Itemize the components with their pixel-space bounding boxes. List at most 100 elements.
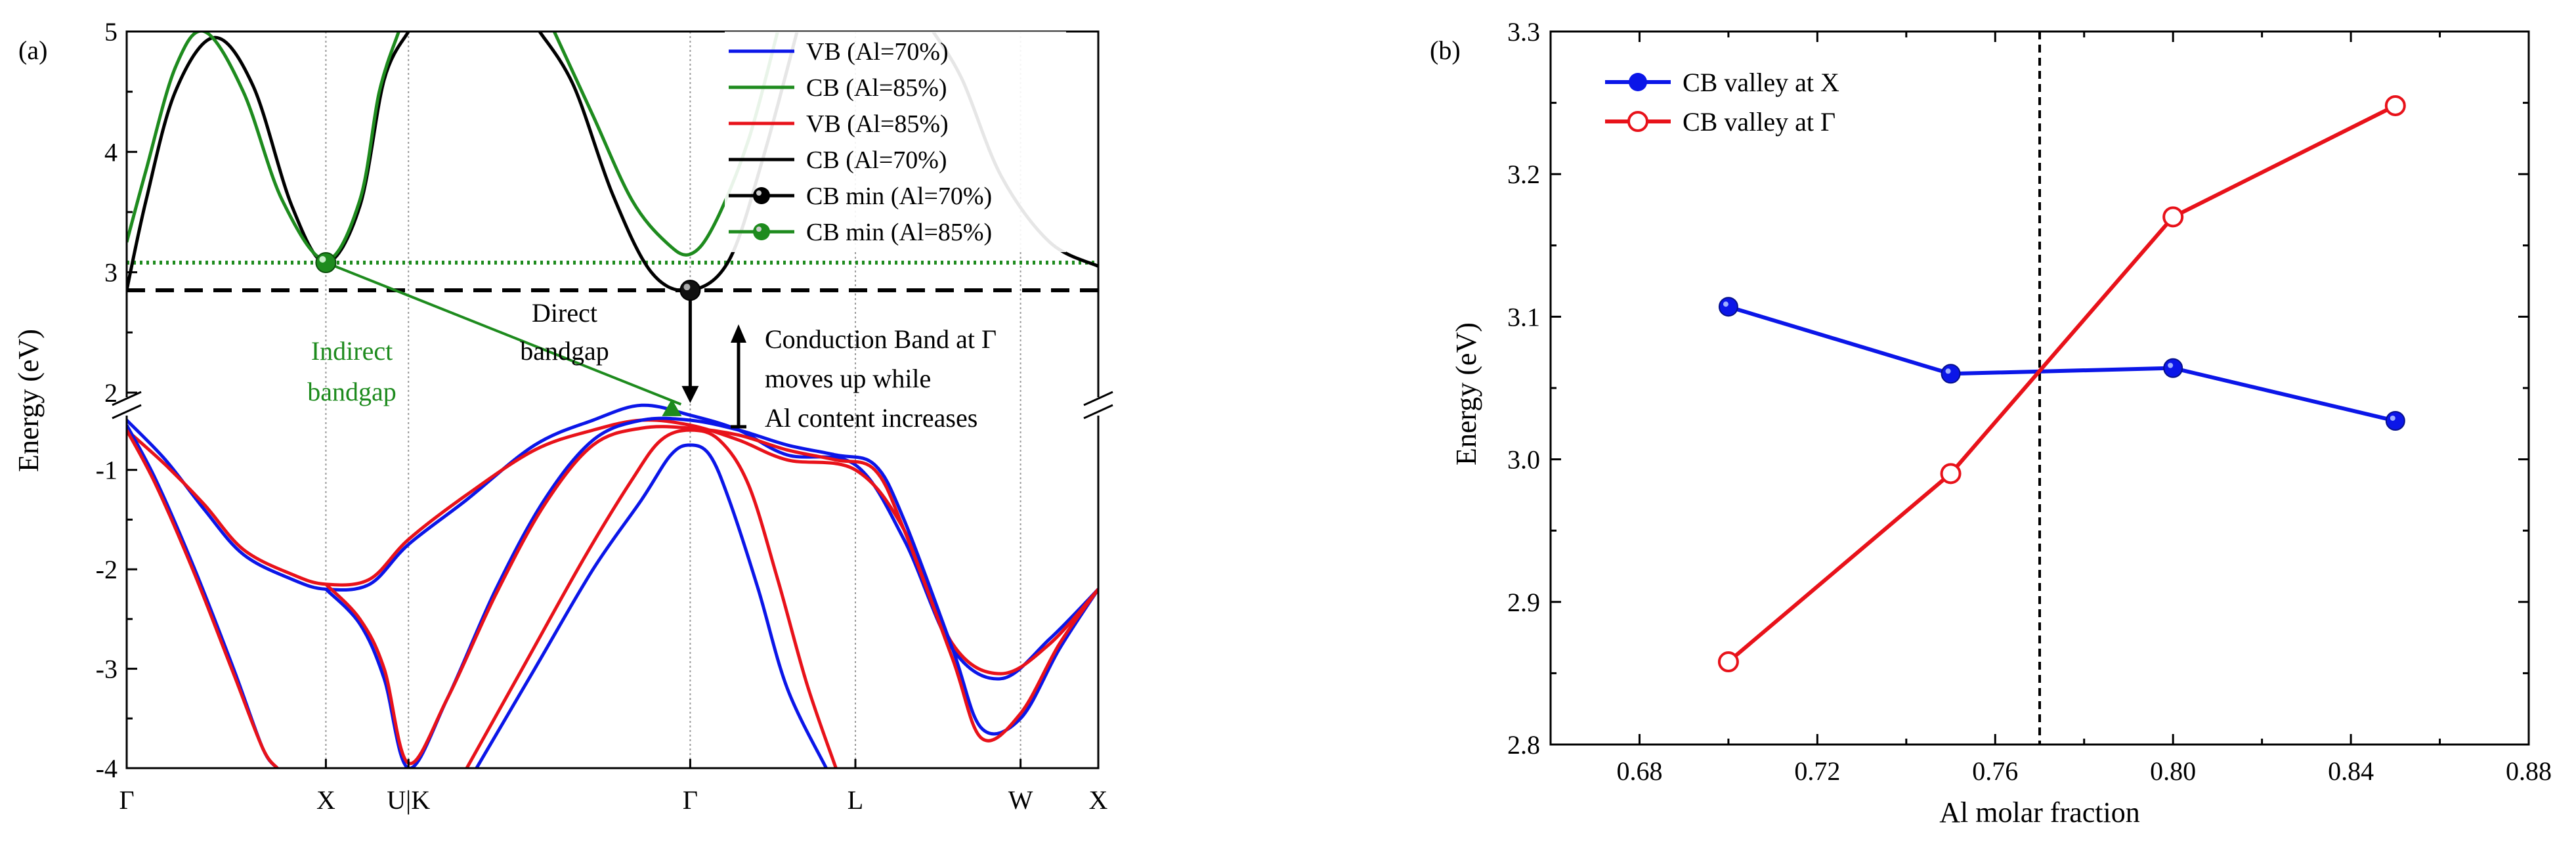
b-point-0-0 bbox=[1718, 297, 1738, 317]
a-ytick-label-up-1: 3 bbox=[104, 258, 118, 288]
b-xtick-label-4: 0.84 bbox=[2328, 756, 2374, 786]
direct-bandgap-label-2: bandgap bbox=[520, 336, 609, 366]
note-arrowhead bbox=[731, 324, 746, 343]
b-ytick-label-3: 3.1 bbox=[1507, 302, 1540, 332]
a-curve-6 bbox=[127, 418, 1098, 676]
a-legend-marker-4 bbox=[753, 187, 770, 204]
a-ytick-label-lo-0: -1 bbox=[96, 456, 118, 485]
a-legend-label-0: VB (Al=70%) bbox=[806, 38, 949, 66]
panel-b-label: (b) bbox=[1430, 35, 1461, 65]
axis-break-slash-top-0 bbox=[112, 391, 142, 406]
b-point-1-1 bbox=[1940, 463, 1962, 485]
axis-break-slash-top-1 bbox=[1083, 391, 1113, 406]
a-legend-marker-highlight-4 bbox=[756, 190, 762, 196]
a-curve-3 bbox=[127, 32, 400, 262]
a-markers bbox=[315, 252, 701, 416]
a-legend-label-3: CB (Al=70%) bbox=[806, 146, 947, 174]
a-xtick-label-2: U|K bbox=[387, 785, 430, 815]
a-curve-9 bbox=[324, 416, 1098, 768]
b-legend-marker-1 bbox=[1627, 111, 1648, 132]
a-ytick-label-lo-1: -2 bbox=[96, 555, 118, 584]
b-point-0-1 bbox=[1941, 364, 1961, 384]
b-legend-marker-0 bbox=[1629, 73, 1647, 91]
b-point-1-2 bbox=[2162, 206, 2184, 228]
b-xtick-label-5: 0.88 bbox=[2506, 756, 2552, 786]
a-bandgap-arrows bbox=[325, 261, 746, 429]
b-point-highlight-0-3 bbox=[2390, 415, 2395, 421]
axis-break-marks bbox=[112, 391, 1113, 420]
b-legend: CB valley at X CB valley at Γ bbox=[1605, 68, 1839, 137]
a-y-ticks: 2 3 4 5 -1 -2 -3 -4 bbox=[96, 17, 137, 783]
a-ytick-label-lo-3: -4 bbox=[96, 754, 118, 783]
a-xtick-label-5: W bbox=[1008, 785, 1033, 815]
b-ytick-label-0: 2.8 bbox=[1507, 730, 1540, 760]
b-ytick-label-5: 3.3 bbox=[1507, 17, 1540, 47]
a-xtick-label-0: Γ bbox=[119, 785, 134, 815]
a-ytick-label-up-0: 2 bbox=[104, 378, 118, 408]
b-point-highlight-0-2 bbox=[2168, 362, 2174, 368]
a-legend-label-5: CB min (Al=85%) bbox=[806, 219, 992, 246]
b-series bbox=[1717, 95, 2406, 673]
indirect-bandgap-label-2: bandgap bbox=[307, 377, 397, 406]
a-x-ticks: Γ X U|K Γ L W X bbox=[119, 759, 1108, 815]
b-series-line-1 bbox=[1727, 104, 2397, 664]
panel-a: (a) Energy (eV) 2 3 4 5 -1 -2 -3 -4 Γ X U|K Γ L W X V… bbox=[12, 17, 1113, 815]
b-y-ticks: 2.8 2.9 3.0 3.1 3.2 3.3 bbox=[1507, 17, 2529, 760]
panel-b: (b) Energy (eV) Al molar fraction 2.8 2.9… bbox=[1430, 17, 2552, 829]
b-point-1-3 bbox=[2384, 95, 2406, 116]
b-ytick-label-1: 2.9 bbox=[1507, 588, 1540, 617]
a-xtick-label-4: L bbox=[848, 785, 863, 815]
a-legend-marker-5 bbox=[753, 223, 770, 240]
a-legend-label-2: VB (Al=85%) bbox=[806, 110, 949, 138]
a-ytick-label-up-3: 5 bbox=[104, 17, 118, 47]
a-legend-background bbox=[725, 32, 1066, 252]
b-xtick-label-2: 0.76 bbox=[1972, 756, 2018, 786]
a-xtick-label-1: X bbox=[316, 785, 335, 815]
note-line-1: Conduction Band at Γ bbox=[765, 324, 997, 354]
a-ytick-label-lo-2: -3 bbox=[96, 655, 118, 684]
b-point-1-0 bbox=[1717, 651, 1739, 673]
b-point-0-2 bbox=[2163, 358, 2183, 378]
a-curve-12 bbox=[465, 428, 838, 768]
axis-break-slash-bottom-0 bbox=[112, 404, 142, 420]
b-xtick-label-0: 0.68 bbox=[1616, 756, 1662, 786]
panel-b-xlabel: Al molar fraction bbox=[1939, 796, 2139, 829]
b-ytick-label-4: 3.2 bbox=[1507, 160, 1540, 189]
note-line-2: moves up while bbox=[765, 364, 931, 393]
indirect-bandgap-arrow bbox=[325, 261, 682, 406]
cb-min-85-marker bbox=[315, 252, 337, 273]
b-point-highlight-0-0 bbox=[1723, 301, 1728, 307]
direct-bandgap-label-1: Direct bbox=[532, 298, 597, 328]
a-curve-11 bbox=[475, 443, 828, 768]
a-xtick-label-6: X bbox=[1089, 785, 1108, 815]
a-curve-10 bbox=[324, 425, 1098, 766]
b-xtick-label-1: 0.72 bbox=[1794, 756, 1840, 786]
a-ytick-label-up-2: 4 bbox=[104, 137, 118, 167]
cb-min-85-highlight bbox=[319, 256, 326, 263]
a-legend-label-4: CB min (Al=70%) bbox=[806, 183, 992, 210]
a-curve-8 bbox=[127, 429, 279, 768]
a-annotations: Indirect bandgap Direct bandgap Conducti… bbox=[307, 298, 997, 433]
a-legend-label-1: CB (Al=85%) bbox=[806, 74, 947, 102]
b-point-0-3 bbox=[2385, 410, 2405, 431]
b-series-line-0 bbox=[1728, 305, 2396, 423]
a-reference-lines bbox=[127, 261, 1098, 293]
vb-max-marker bbox=[662, 399, 682, 416]
a-legend-marker-highlight-5 bbox=[756, 227, 762, 232]
b-legend-label-0: CB valley at X bbox=[1683, 68, 1839, 97]
indirect-bandgap-label-1: Indirect bbox=[311, 336, 393, 366]
b-ytick-label-2: 3.0 bbox=[1507, 445, 1540, 475]
cb-min-70-marker bbox=[679, 280, 701, 301]
direct-bandgap-arrowhead bbox=[681, 385, 699, 403]
panel-a-label: (a) bbox=[18, 35, 47, 65]
panel-b-ylabel: Energy (eV) bbox=[1450, 322, 1482, 465]
a-xtick-label-3: Γ bbox=[683, 785, 698, 815]
b-xtick-label-3: 0.80 bbox=[2150, 756, 2196, 786]
a-legend: VB (Al=70%) CB (Al=85%) VB (Al=85%) CB (Al=… bbox=[725, 32, 1066, 252]
panel-a-ylabel: Energy (eV) bbox=[12, 329, 45, 472]
note-line-3: Al content increases bbox=[765, 403, 977, 433]
axis-break-slash-bottom-1 bbox=[1083, 404, 1113, 420]
b-point-highlight-0-1 bbox=[1945, 368, 1951, 374]
b-legend-label-1: CB valley at Γ bbox=[1683, 107, 1835, 137]
